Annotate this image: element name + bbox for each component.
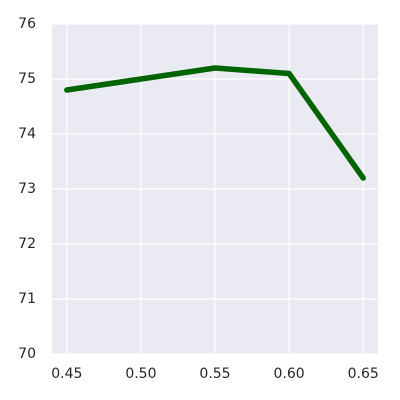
y-tick-label: 75 [18,71,36,87]
y-tick-label: 71 [18,291,36,307]
y-tick-label: 73 [18,181,36,197]
x-tick-label: 0.60 [274,366,305,382]
x-tick-label: 0.50 [125,366,156,382]
data-line [64,65,366,181]
y-tick-label: 72 [18,236,36,252]
y-tick-label: 70 [18,346,36,362]
x-tick-label: 0.45 [51,366,82,382]
x-tick-label: 0.55 [199,366,230,382]
y-tick-label: 74 [18,126,36,142]
x-tick-label: 0.65 [348,366,379,382]
y-tick-label: 76 [18,16,36,32]
